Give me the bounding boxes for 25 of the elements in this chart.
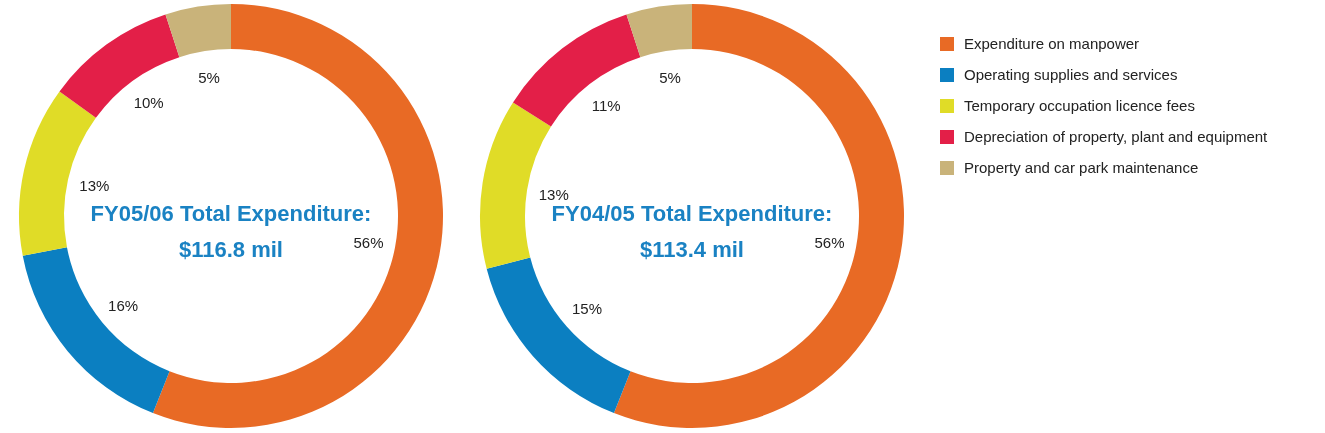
data-label: 11% bbox=[591, 96, 621, 114]
donut-slice bbox=[513, 14, 641, 127]
data-label: 16% bbox=[108, 296, 139, 314]
data-label: 56% bbox=[353, 233, 384, 251]
donut-slice bbox=[486, 257, 631, 414]
legend-label: Expenditure on manpower bbox=[964, 35, 1140, 52]
data-label: 13% bbox=[79, 176, 110, 194]
text: $113.4 mil bbox=[640, 237, 744, 262]
data-label: 13% bbox=[538, 185, 569, 203]
text: FY05/06 Total Expenditure: bbox=[89, 200, 373, 228]
text: FY04/05 Total Expenditure: bbox=[550, 200, 834, 228]
donut-slice bbox=[626, 4, 692, 58]
donut-slice bbox=[22, 247, 170, 414]
legend-label: Operating supplies and services bbox=[964, 66, 1178, 83]
donut-slice bbox=[59, 14, 180, 118]
legend-label: Depreciation of property, plant and equipment bbox=[964, 128, 1268, 145]
data-label: 56% bbox=[814, 233, 845, 251]
donut-slice bbox=[165, 4, 231, 58]
legend-label: Property and car park maintenance bbox=[964, 159, 1199, 176]
text: $116.8 mil bbox=[179, 237, 283, 262]
data-label: 5% bbox=[198, 69, 220, 87]
data-label: 10% bbox=[133, 94, 164, 112]
data-label: 5% bbox=[659, 69, 681, 87]
legend-label: Temporary occupation licence fees bbox=[964, 97, 1195, 114]
data-label: 15% bbox=[571, 300, 602, 318]
